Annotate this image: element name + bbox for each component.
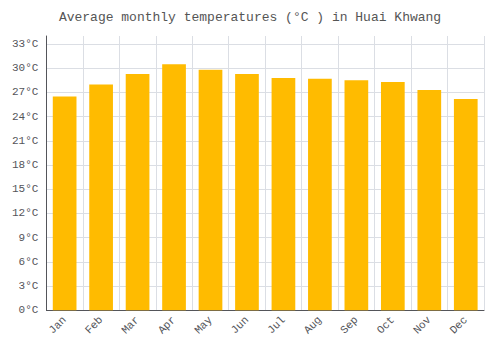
svg-text:Dec: Dec <box>448 314 470 336</box>
svg-text:Jul: Jul <box>265 314 287 336</box>
svg-text:6°C: 6°C <box>19 256 39 268</box>
svg-text:33°C: 33°C <box>12 38 39 50</box>
svg-text:9°C: 9°C <box>19 232 39 244</box>
svg-text:18°C: 18°C <box>12 159 39 171</box>
svg-text:Mar: Mar <box>119 314 141 336</box>
svg-text:Aug: Aug <box>302 314 324 336</box>
svg-text:Jun: Jun <box>229 314 251 336</box>
svg-text:Average monthly temperatures (: Average monthly temperatures (°C ) in Hu… <box>59 10 441 25</box>
svg-text:21°C: 21°C <box>12 135 39 147</box>
svg-text:0°C: 0°C <box>19 304 39 316</box>
svg-text:3°C: 3°C <box>19 280 39 292</box>
svg-text:May: May <box>192 314 215 337</box>
svg-text:Feb: Feb <box>83 314 105 336</box>
svg-text:24°C: 24°C <box>12 111 39 123</box>
svg-text:Oct: Oct <box>375 314 397 336</box>
svg-text:15°C: 15°C <box>12 183 39 195</box>
svg-text:30°C: 30°C <box>12 62 39 74</box>
svg-text:Apr: Apr <box>156 314 178 336</box>
svg-text:Nov: Nov <box>411 314 434 337</box>
svg-text:Jan: Jan <box>46 314 68 336</box>
svg-text:12°C: 12°C <box>12 207 39 219</box>
svg-text:27°C: 27°C <box>12 86 39 98</box>
svg-text:Sep: Sep <box>338 314 360 336</box>
